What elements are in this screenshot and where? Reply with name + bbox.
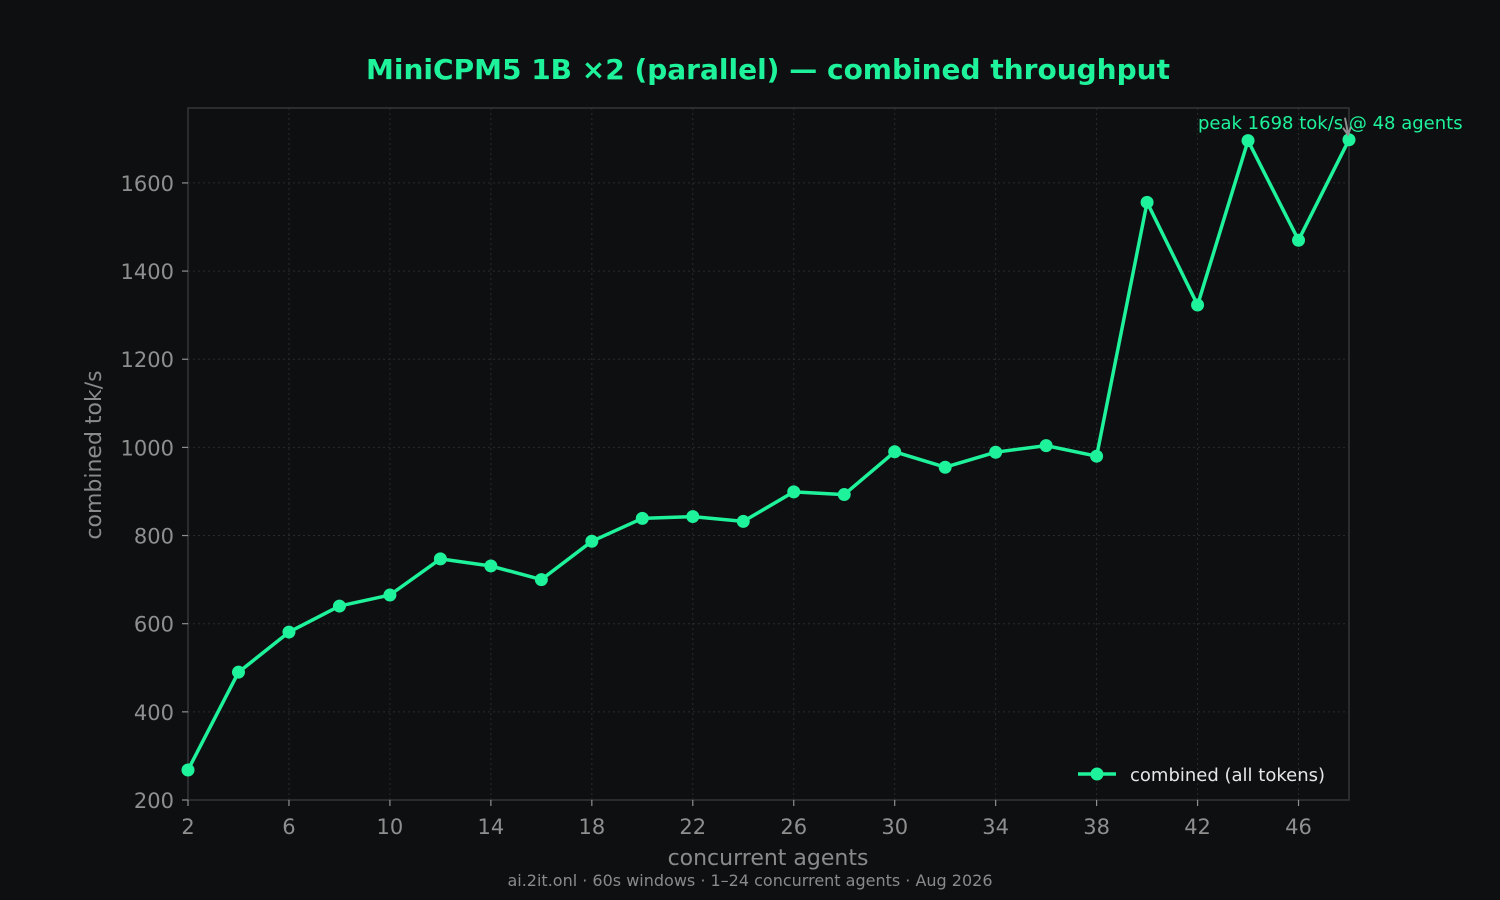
data-point	[534, 573, 548, 587]
data-point	[332, 599, 346, 613]
data-point	[1241, 134, 1255, 148]
x-tick-label: 18	[578, 815, 605, 839]
data-point	[989, 445, 1003, 459]
data-point	[282, 625, 296, 639]
y-tick-label: 1000	[121, 436, 174, 460]
x-tick-label: 42	[1184, 815, 1211, 839]
annotation-arrow	[1344, 117, 1349, 134]
y-tick-label: 1200	[121, 348, 174, 372]
data-point	[686, 510, 700, 524]
data-point	[837, 488, 851, 502]
data-point	[938, 460, 952, 474]
data-point	[736, 514, 750, 528]
legend-marker	[1090, 767, 1104, 781]
data-point	[1090, 449, 1104, 463]
chart-title: MiniCPM5 1B ×2 (parallel) — combined thr…	[366, 53, 1170, 86]
data-point	[181, 763, 195, 777]
x-tick-label: 26	[780, 815, 807, 839]
x-tick-label: 46	[1285, 815, 1312, 839]
x-tick-label: 14	[478, 815, 505, 839]
axis-ticks: 2 6 10 14 18 22 26 30 34 38 42 46200400600800100012…	[121, 172, 1312, 839]
x-tick-label: 30	[881, 815, 908, 839]
x-tick-label: 38	[1083, 815, 1110, 839]
data-point	[484, 559, 498, 573]
y-tick-label: 400	[134, 701, 174, 725]
y-axis-label: combined tok/s	[82, 370, 107, 539]
y-tick-label: 1400	[121, 260, 174, 284]
legend-label: combined (all tokens)	[1130, 765, 1325, 786]
data-point	[585, 534, 599, 548]
y-tick-label: 200	[134, 789, 174, 813]
x-axis-label: concurrent agents	[668, 846, 869, 871]
annotation-arrowhead	[1342, 126, 1352, 137]
data-point	[1039, 439, 1053, 453]
data-point	[433, 552, 447, 566]
series-line	[186, 137, 1351, 772]
footer-note: ai.2it.onl · 60s windows · 1–24 concurre…	[507, 871, 992, 890]
data-point	[635, 511, 649, 525]
x-tick-label: 34	[982, 815, 1009, 839]
data-point	[888, 445, 902, 459]
x-tick-label: 6	[282, 815, 295, 839]
data-point	[1342, 133, 1356, 147]
annotation-text: peak 1698 tok/s @ 48 agents	[1198, 113, 1463, 134]
x-tick-label: 10	[377, 815, 404, 839]
series-combined	[181, 133, 1356, 777]
data-point	[1191, 298, 1205, 312]
x-tick-label: 22	[679, 815, 706, 839]
legend: combined (all tokens)	[1078, 765, 1325, 786]
plot-frame	[187, 107, 1350, 801]
y-tick-label: 1600	[121, 172, 174, 196]
data-point	[787, 485, 801, 499]
data-point	[1140, 195, 1154, 209]
x-tick-label: 2	[181, 815, 194, 839]
y-tick-label: 800	[134, 525, 174, 549]
data-point	[1292, 233, 1306, 247]
peak-annotation: peak 1698 tok/s @ 48 agents	[1198, 113, 1463, 137]
data-point	[231, 665, 245, 679]
y-tick-label: 600	[134, 613, 174, 637]
data-point	[383, 588, 397, 602]
